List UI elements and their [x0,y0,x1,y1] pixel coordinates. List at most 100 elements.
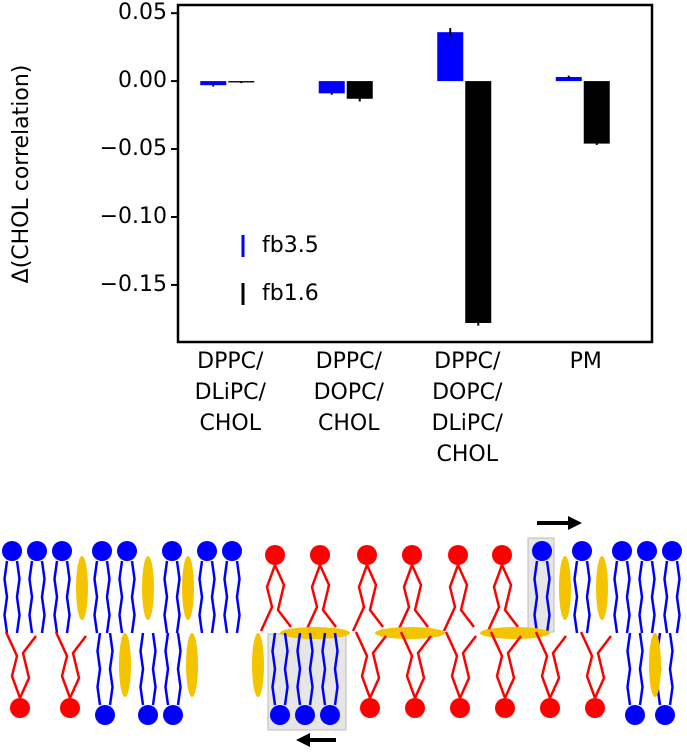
lipid-tail [351,564,369,632]
lipid-tail [296,632,302,706]
lipid-tail [210,560,216,634]
cholesterol [182,556,194,620]
lipid-tail [503,635,522,699]
lipid-tail [28,560,34,634]
cholesterol [186,633,198,697]
lipid-tail [534,631,552,699]
bar [465,81,492,323]
lipid-tail [130,560,136,634]
bar [583,81,610,144]
lipid-tail [318,564,337,628]
lipid-tail [365,564,384,628]
lipid-tail [283,632,289,706]
cholesterol [649,633,661,697]
bar [437,32,464,82]
y-tick-label: −0.15 [100,272,167,297]
cholesterol [142,556,154,620]
arrow-head [568,516,582,530]
lipid-head [585,698,605,718]
lipid-head [265,545,285,565]
lipid-head [2,541,22,561]
lipid-tail [585,560,591,634]
cholesterol [375,627,445,639]
lipid-head [572,541,592,561]
x-tick-label: DPPC/ [316,349,383,374]
cholesterol [76,556,88,620]
lipid-head [95,705,115,725]
x-tick-label: DPPC/ [197,349,264,374]
lipid-tail [105,560,111,634]
legend-label: fb3.5 [262,233,319,258]
lipid-tail [573,560,579,634]
lipid-tail [489,631,507,699]
lipid-head [495,698,515,718]
lipid-head [492,545,512,565]
lipid-tail [638,632,644,706]
y-tick-label: −0.05 [100,136,167,161]
lipid-head [360,698,380,718]
lipid-tail [53,560,59,634]
lipid-head [295,705,315,725]
lipid-head [662,541,682,561]
lipid-head [448,545,468,565]
lipid-tail [235,560,241,634]
lipid-head [60,698,80,718]
lipid-head [357,545,377,565]
lipid-tail [458,635,477,699]
lipid-head [163,705,183,725]
x-tick-label: CHOL [200,411,262,436]
lipid-head [197,541,217,561]
lipid-tail [68,635,87,699]
lipid-tail [579,631,597,699]
lipid-head [52,541,72,561]
x-tick-label: CHOL [318,411,380,436]
lipid-tail [40,560,46,634]
y-tick-label: 0.05 [118,0,167,25]
lipid-head [10,698,30,718]
lipid-tail [118,560,124,634]
lipid-tail [333,632,339,706]
lipid-tail [259,564,277,632]
x-tick-label: DOPC/ [432,380,503,405]
lipid-head [320,705,340,725]
lipid-head [532,541,552,561]
lipid-tail [151,632,157,706]
lipid-tail [396,564,414,632]
lipid-tail [413,635,432,699]
lipid-head [612,541,632,561]
lipid-tail [108,632,114,706]
lipid-tail [271,632,277,706]
lipid-tail [164,632,170,706]
lipid-tail [668,632,674,706]
legend-label: fb1.6 [262,281,319,306]
lipid-tail [625,560,631,634]
lipid-tail [613,560,619,634]
lipid-head [450,698,470,718]
y-tick-label: 0.00 [118,68,167,93]
lipid-tail [3,560,9,634]
cholesterol [480,627,550,639]
lipid-tail [368,635,387,699]
lipid-tail [139,632,145,706]
y-tick-label: −0.10 [100,204,167,229]
lipid-tail [638,560,644,634]
x-tick-label: DLiPC/ [195,380,267,405]
lipid-head [402,545,422,565]
bar [200,81,227,86]
cholesterol [280,627,350,639]
cholesterol [559,556,571,620]
plot-frame [176,3,654,344]
lipid-tail [18,635,37,699]
lipid-tail [96,632,102,706]
lipid-tail [308,632,314,706]
lipid-tail [304,564,322,632]
lipid-tail [486,564,504,632]
lipid-tail [533,560,539,634]
lipid-head [405,698,425,718]
x-tick-label: DLiPC/ [432,411,504,436]
lipid-tail [15,560,21,634]
lipid-tail [593,635,612,699]
lipid-head [162,541,182,561]
lipid-tail [93,560,99,634]
